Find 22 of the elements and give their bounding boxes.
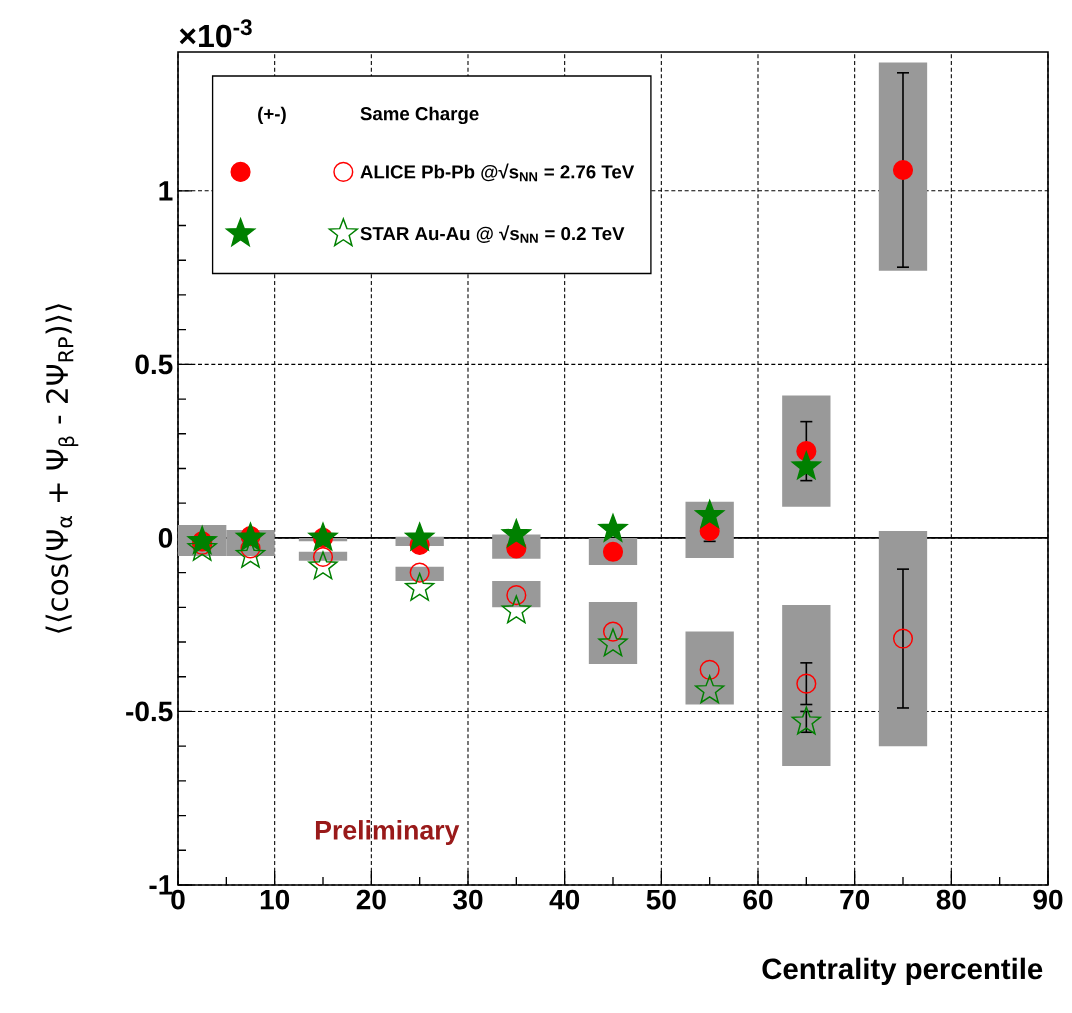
y-tick-label: -1	[149, 875, 173, 895]
y-tick-label: 0.5	[135, 354, 173, 375]
annotation: Preliminary	[315, 820, 460, 845]
x-tick-label: 10	[260, 889, 290, 910]
x-tick-label: 40	[549, 889, 580, 910]
x-tick-label: 30	[453, 889, 483, 910]
x-tick-label: 60	[743, 889, 773, 910]
y-axis-title: ⟨⟨cos(Ψ$_{α}$ + Ψ$_{β}$ - 2Ψ$_{RP}$)⟩⟩	[45, 304, 79, 633]
x-axis-title: Centrality percentile	[762, 957, 1043, 986]
x-tick-label: 80	[936, 889, 966, 910]
legend-label: STAR Au-Au @ √s$_{NN}$ = 0.2 TeV	[360, 225, 625, 243]
y-tick-label: 0	[158, 527, 173, 548]
y-tick-label: -0.5	[126, 701, 173, 722]
annotation: Same Charge	[360, 106, 479, 125]
x-tick-label: 90	[1033, 889, 1063, 910]
x-tick-label: 20	[356, 889, 386, 910]
legend-label: ALICE Pb-Pb @√s$_{NN}$ = 2.76 TeV	[360, 163, 635, 182]
x-tick-label: 50	[646, 889, 676, 910]
y-tick-label: 1	[159, 181, 173, 201]
text: ×10$^{-3}$	[179, 19, 252, 48]
annotation: (+-)	[258, 106, 286, 125]
x-tick-label: 70	[840, 889, 870, 910]
